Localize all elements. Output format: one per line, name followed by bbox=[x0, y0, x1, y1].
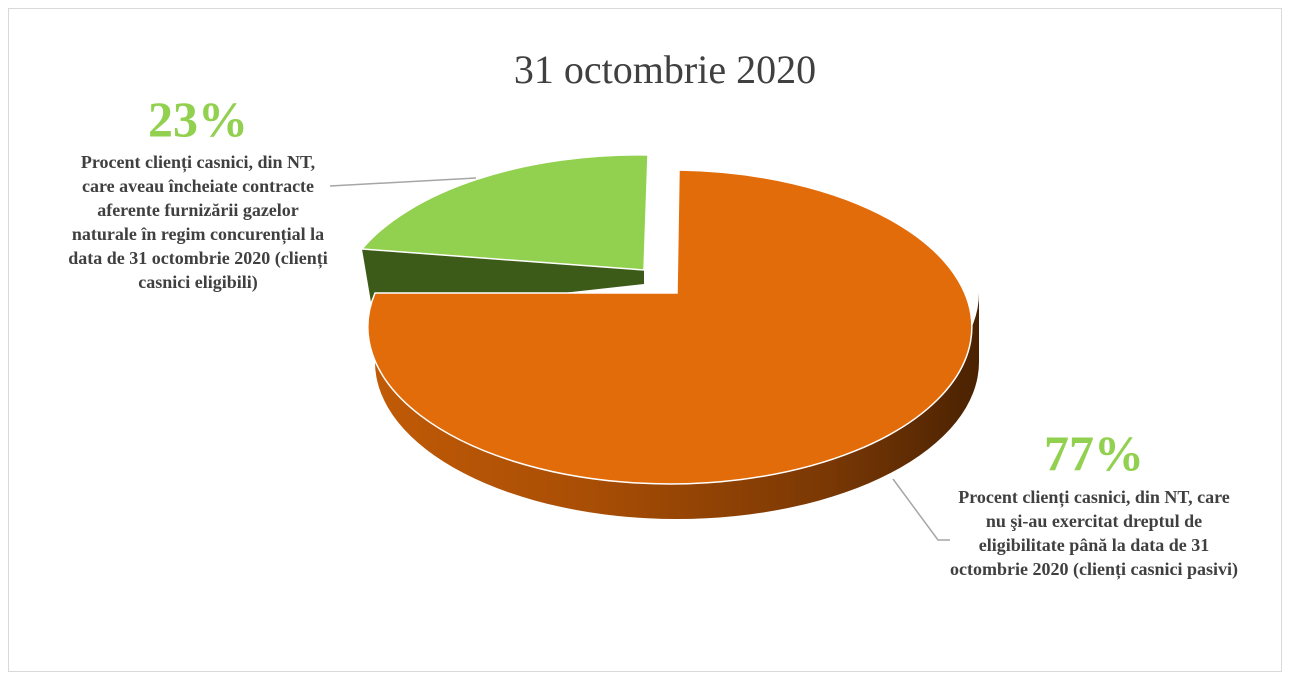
slice-eligibili bbox=[360, 154, 649, 271]
leader-line-eligibili bbox=[329, 177, 477, 187]
data-label-name-pasivi: Procent clienți casnici, din NT, care nu… bbox=[950, 487, 1238, 579]
data-label-value-pasivi: 77% bbox=[1044, 425, 1144, 481]
leader-line-pasivi bbox=[892, 478, 950, 541]
slice-pasivi bbox=[367, 169, 973, 485]
data-label-value-eligibili: 23% bbox=[148, 91, 248, 147]
data-label-name-eligibili: Procent clienți casnici, din NT, care av… bbox=[68, 152, 328, 292]
chart-title: 31 octombrie 2020 bbox=[513, 47, 817, 92]
